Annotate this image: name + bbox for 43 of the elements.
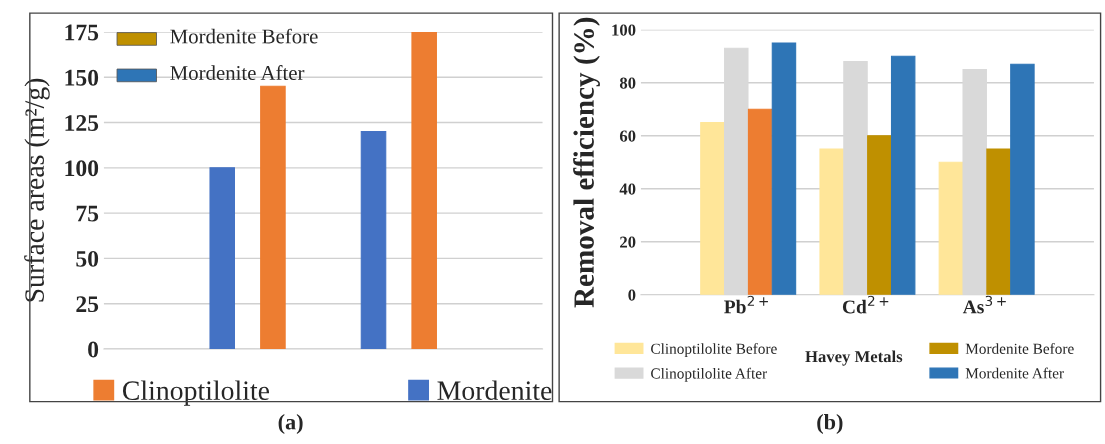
bar xyxy=(986,148,1011,295)
y-tick-label: 0 xyxy=(628,289,636,301)
x-axis-title: Havey Metals xyxy=(805,350,903,366)
bar xyxy=(819,148,844,295)
bar xyxy=(1010,63,1035,295)
x-tick-label: As$^{3+}$ xyxy=(962,295,1006,314)
bar xyxy=(260,85,286,349)
y-tick-label: 125 xyxy=(65,115,99,131)
legend-label: Clinoptilolite xyxy=(122,380,270,406)
y-tick-label: 75 xyxy=(76,205,99,222)
bar xyxy=(771,42,797,295)
y-tick-label: 80 xyxy=(619,77,636,89)
legend-label: Clinoptilolite After xyxy=(651,367,767,382)
legend-label: Mordenite After xyxy=(965,367,1064,379)
y-axis-title: Removal efficiency (%) xyxy=(573,17,600,308)
legend-label: Mordenite xyxy=(437,380,552,401)
y-tick-label: 40 xyxy=(619,183,636,195)
y-tick-label: 175 xyxy=(65,24,99,41)
y-tick-label: 25 xyxy=(76,296,99,313)
bar xyxy=(890,55,916,295)
bar xyxy=(747,108,773,295)
y-axis-title: Surface areas (m²/g) xyxy=(24,78,50,302)
legend-label: Clinoptilolite Before xyxy=(651,343,777,358)
y-tick-label: 20 xyxy=(620,236,636,248)
text: (b) xyxy=(817,413,843,435)
y-tick-label: 0 xyxy=(88,341,99,358)
y-tick-label: 100 xyxy=(612,24,636,36)
y-tick-label: 150 xyxy=(65,69,99,86)
y-tick-label: 60 xyxy=(619,130,636,142)
bar xyxy=(700,121,725,295)
y-tick-label: 100 xyxy=(65,160,99,177)
x-tick-label: Pb$^{2+}$ xyxy=(724,295,768,314)
text: (a) xyxy=(278,413,303,435)
bar xyxy=(411,31,437,349)
bar xyxy=(360,131,387,349)
bar xyxy=(867,135,892,295)
annotation: Mordenite Before xyxy=(170,28,318,44)
annotation: Mordenite After xyxy=(170,65,305,80)
bar xyxy=(938,161,964,295)
bar xyxy=(209,167,236,349)
x-tick-label: Cd$^{2+}$ xyxy=(842,295,889,314)
y-tick-label: 50 xyxy=(76,250,99,267)
legend-label: Mordenite Before xyxy=(965,343,1074,354)
